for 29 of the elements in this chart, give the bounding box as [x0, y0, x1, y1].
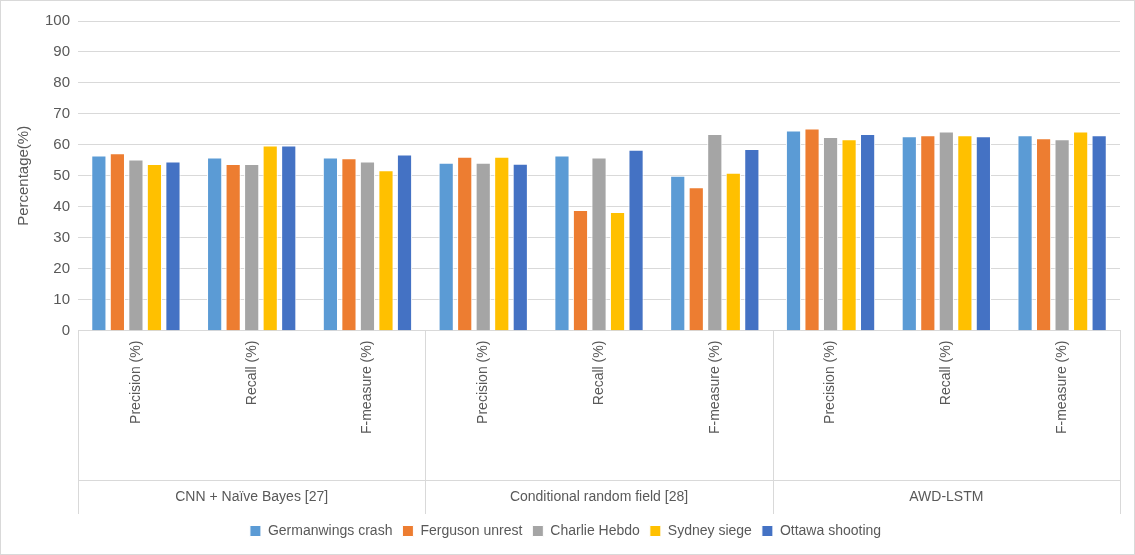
x-tick-label: F-measure (%) [1052, 340, 1069, 435]
text: Conditional random field [28] [509, 487, 689, 504]
text: AWD-LSTM [909, 487, 984, 504]
x-tick-label: Recall (%) [589, 340, 606, 406]
x-tick-label: F-measure (%) [358, 340, 375, 435]
x-tick-label: Precision (%) [821, 340, 838, 424]
y-tick-label: 100 [45, 11, 71, 29]
y-tick-label: 50 [53, 165, 71, 183]
x-tick-label: Precision (%) [126, 340, 143, 424]
x-tick-label: Precision (%) [474, 340, 491, 424]
y-tick-label: 10 [53, 289, 71, 307]
x-tick-label: F-measure (%) [705, 340, 722, 435]
x-tick-label: Recall (%) [242, 340, 259, 406]
y-tick-label: 0 [61, 320, 71, 338]
y-tick-label: 30 [53, 227, 71, 245]
y-tick-label: 20 [53, 258, 71, 276]
legend-label: Ottawa shooting [779, 521, 882, 538]
legend-label: Charlie Hebdo [550, 521, 641, 538]
legend-label: Ferguson unrest [420, 521, 523, 538]
legend-label: Germanwings crash [267, 521, 393, 538]
text: CNN + Naïve Bayes [27] [175, 487, 329, 504]
y-axis-title: Percentage(%) [14, 125, 32, 226]
y-tick-label: 80 [53, 73, 71, 91]
y-tick-label: 70 [53, 104, 71, 122]
y-tick-label: 60 [53, 135, 71, 152]
legend-label: Sydney siege [667, 521, 753, 538]
y-tick-label: 40 [53, 196, 71, 214]
y-tick-label: 90 [53, 42, 71, 60]
x-tick-label: Recall (%) [937, 340, 954, 406]
